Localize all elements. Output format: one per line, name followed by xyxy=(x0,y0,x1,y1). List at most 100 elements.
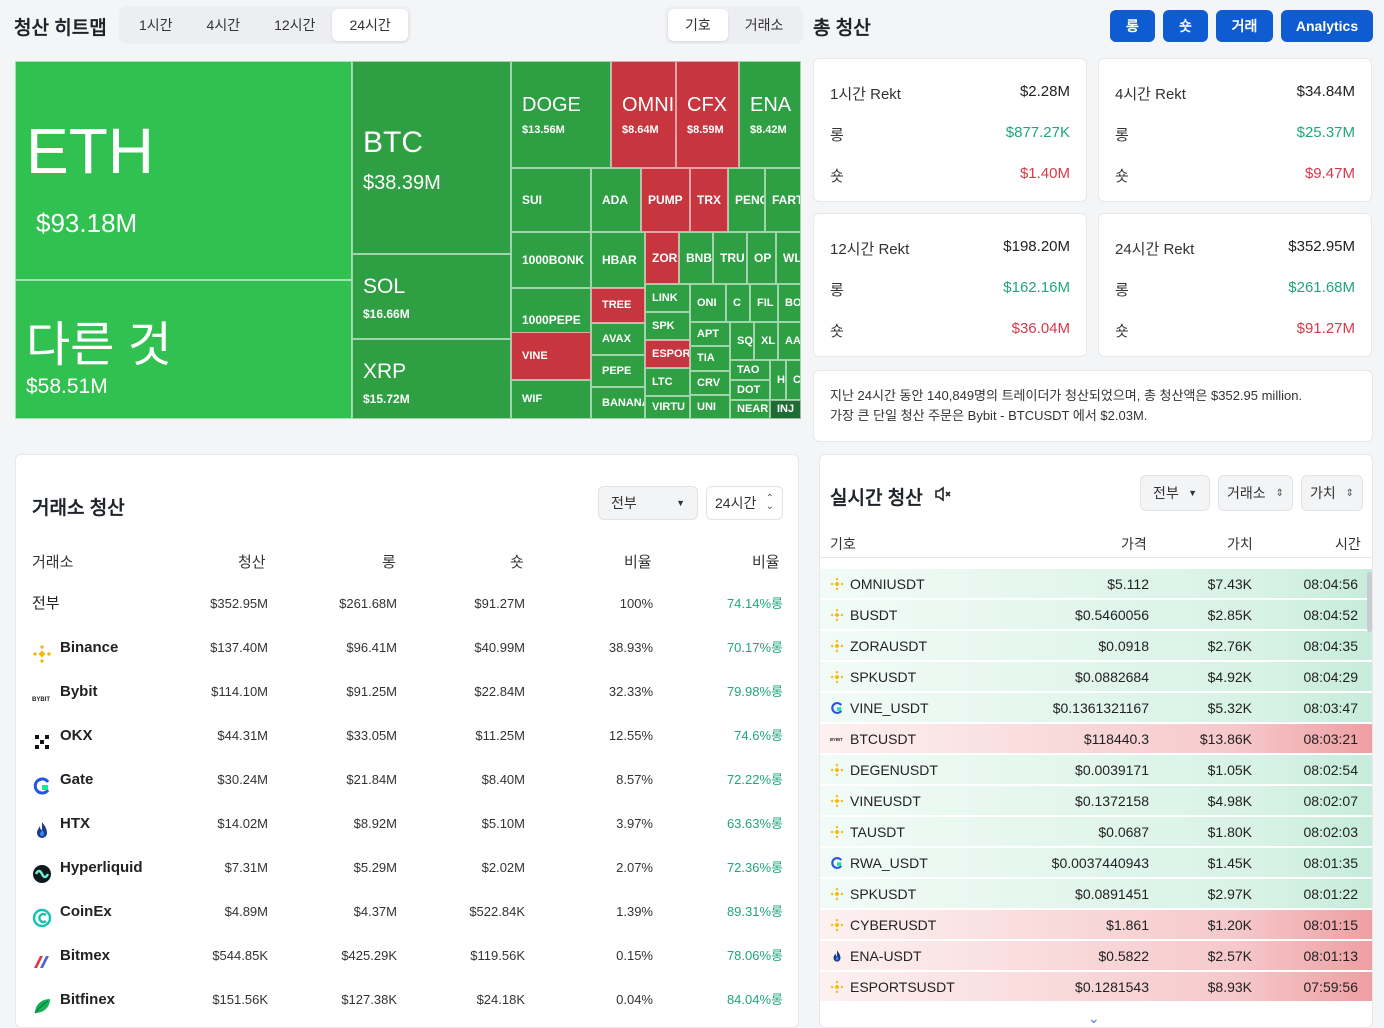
long-button[interactable]: 롱 xyxy=(1110,10,1155,42)
heatmap-tile-eth[interactable]: ETH $93.18M xyxy=(15,61,352,280)
tab-24h[interactable]: 24시간 xyxy=(332,9,408,41)
heatmap-tile-trx[interactable]: TRX xyxy=(690,168,728,232)
heatmap-tile-aa[interactable]: AA xyxy=(778,322,801,360)
realtime-row[interactable]: VINEUSDT $0.1372158 $4.98K 08:02:07 xyxy=(820,786,1372,816)
exchange-total-cell: $30.24M xyxy=(217,772,268,787)
heatmap-tile-pump[interactable]: PUMP xyxy=(641,168,690,232)
heatmap-tile-op[interactable]: OP xyxy=(747,232,776,284)
rekt-card-3: 24시간 Rekt $352.95M 롱 $261.68M 숏 $91.27M xyxy=(1098,213,1372,357)
tab-exchange[interactable]: 거래소 xyxy=(744,17,784,33)
heatmap-tile-cc[interactable]: C xyxy=(786,360,801,400)
rt-col-value: 가치 xyxy=(1227,536,1253,552)
heatmap-tile-btc[interactable]: BTC $38.39M xyxy=(352,61,511,254)
heatmap-tile-doge[interactable]: DOGE $13.56M xyxy=(511,61,611,168)
heatmap-tile-fart[interactable]: FART xyxy=(765,168,801,232)
mute-speaker-icon[interactable] xyxy=(934,485,954,503)
realtime-row[interactable]: ESPORTSUSDT $0.1281543 $8.93K 07:59:56 xyxy=(820,972,1372,1002)
heatmap-tile-inj[interactable]: INJ xyxy=(770,400,801,419)
heatmap-tile-tia[interactable]: TIA xyxy=(690,346,730,371)
heatmap-tile-xl[interactable]: XL xyxy=(754,322,778,360)
heatmap-tile-fil[interactable]: FIL xyxy=(750,284,778,322)
heatmap-tile-bnb[interactable]: BNB xyxy=(679,232,713,284)
exchange-row[interactable]: Hyperliquid $7.31M $5.29M $2.02M 2.07% 72.36%… xyxy=(16,846,798,890)
heatmap-tile-c[interactable]: C xyxy=(726,284,750,322)
exchange-row[interactable]: Bitfinex $151.56K $127.38K $24.18K 0.04% 84.0… xyxy=(16,978,798,1022)
realtime-row[interactable]: ZORAUSDT $0.0918 $2.76K 08:04:35 xyxy=(820,631,1372,661)
tab-symbol[interactable]: 기호 xyxy=(668,9,728,41)
exchange-long-cell: $4.37M xyxy=(353,904,397,919)
heatmap-tile-xrp[interactable]: XRP $15.72M xyxy=(352,339,511,419)
exchange-filter-select[interactable]: 전부 ▼ xyxy=(598,486,698,520)
heatmap-tile-banana[interactable]: BANANA xyxy=(591,387,645,419)
exchange-period-select[interactable]: 24시간 ⌃ ⌄ xyxy=(706,486,783,520)
heatmap-tile-ond[interactable]: ONI xyxy=(690,284,726,322)
heatmap-tile-avax[interactable]: AVAX xyxy=(591,323,645,355)
heatmap-tile-omni[interactable]: OMNI $8.64M xyxy=(611,61,676,168)
heatmap-tile-h[interactable]: H xyxy=(770,360,786,400)
heatmap-tile-tree[interactable]: TREE xyxy=(591,288,645,323)
tab-4h[interactable]: 4시간 xyxy=(206,17,241,33)
heatmap-tile-other[interactable]: 다른 것 $58.51M xyxy=(15,280,352,419)
heatmap-tile-dot[interactable]: DOT xyxy=(730,380,770,400)
tile-symbol: HBAR xyxy=(602,253,637,267)
heatmap-tile-wl[interactable]: WL xyxy=(776,232,801,284)
heatmap-tile-peng[interactable]: PENG xyxy=(728,168,765,232)
heatmap-tile-apt[interactable]: APT xyxy=(690,322,730,346)
exchange-row[interactable]: 전부 $352.95M $261.68M $91.27M 100% 74.14%롱 xyxy=(16,582,798,626)
exchange-row[interactable]: Binance $137.40M $96.41M $40.99M 38.93% 70.17… xyxy=(16,626,798,670)
heatmap-tile-near[interactable]: NEAR xyxy=(730,400,770,419)
exchange-row[interactable]: HTX $14.02M $8.92M $5.10M 3.97% 63.63%롱 xyxy=(16,802,798,846)
heatmap-tile-link[interactable]: LINK xyxy=(645,284,690,312)
realtime-row[interactable]: OMNIUSDT $5.112 $7.43K 08:04:56 xyxy=(820,569,1372,599)
realtime-filter-select[interactable]: 전부 ▼ xyxy=(1140,475,1210,511)
heatmap-tile-hbar[interactable]: HBAR xyxy=(591,232,645,288)
heatmap-tile-ena[interactable]: ENA $8.42M xyxy=(739,61,801,168)
sort-value-select[interactable]: 가치 ⇕ xyxy=(1301,475,1363,511)
heatmap-tile-wif[interactable]: WIF xyxy=(511,380,591,419)
realtime-row[interactable]: BUSDT $0.5460056 $2.85K 08:04:52 xyxy=(820,600,1372,630)
heatmap-tile-ada[interactable]: ADA xyxy=(591,168,641,232)
realtime-row[interactable]: SPKUSDT $0.0882684 $4.92K 08:04:29 xyxy=(820,662,1372,692)
realtime-row[interactable]: BYBIT BTCUSDT $118440.3 $13.86K 08:03:21 xyxy=(820,724,1372,754)
tab-1h[interactable]: 1시간 xyxy=(139,17,173,33)
heatmap-tile-spk[interactable]: SPK xyxy=(645,312,690,340)
heatmap-tile-zora[interactable]: ZORA xyxy=(645,232,679,284)
realtime-row[interactable]: TAUSDT $0.0687 $1.80K 08:02:03 xyxy=(820,817,1372,847)
sort-exchange-select[interactable]: 거래소 ⇕ xyxy=(1218,475,1293,511)
heatmap-tile-sol[interactable]: SOL $16.66M xyxy=(352,254,511,339)
tile-value: $13.56M xyxy=(522,124,565,136)
heatmap-tile-sui[interactable]: SUI xyxy=(511,168,591,232)
analytics-button[interactable]: Analytics xyxy=(1281,10,1373,42)
realtime-row[interactable]: VINE_USDT $0.1361321167 $5.32K 08:03:47 xyxy=(820,693,1372,723)
rekt-row: 1시간 Rekt $2.28M xyxy=(830,83,1070,104)
trade-button[interactable]: 거래 xyxy=(1216,10,1273,42)
heatmap-tile-uni[interactable]: UNI xyxy=(690,395,730,419)
heatmap-tile-virtual[interactable]: VIRTU xyxy=(645,396,690,419)
heatmap-tile-crv[interactable]: CRV xyxy=(690,371,730,395)
exchange-row[interactable]: BYBIT Bybit $114.10M $91.25M $22.84M 32.33% 79… xyxy=(16,670,798,714)
realtime-row[interactable]: DEGENUSDT $0.0039171 $1.05K 08:02:54 xyxy=(820,755,1372,785)
tile-symbol: ZORA xyxy=(652,251,678,265)
heatmap-tile-pepe[interactable]: PEPE xyxy=(591,355,645,387)
tab-12h[interactable]: 12시간 xyxy=(274,17,316,33)
heatmap-tile-bo[interactable]: BO xyxy=(778,284,801,322)
heatmap-tile-tru[interactable]: TRU xyxy=(713,232,747,284)
short-button[interactable]: 숏 xyxy=(1163,10,1208,42)
heatmap-tile-espor[interactable]: ESPOR xyxy=(645,340,690,368)
heatmap-tile-cfx[interactable]: CFX $8.59M xyxy=(676,61,739,168)
realtime-row[interactable]: ENA-USDT $0.5822 $2.57K 08:01:13 xyxy=(820,941,1372,971)
heatmap-tile-tao[interactable]: TAO xyxy=(730,360,770,380)
exchange-row[interactable]: OKX $44.31M $33.05M $11.25M 12.55% 74.6%롱 xyxy=(16,714,798,758)
realtime-row[interactable]: CYBERUSDT $1.861 $1.20K 08:01:15 xyxy=(820,910,1372,940)
realtime-row[interactable]: SPKUSDT $0.0891451 $2.97K 08:01:22 xyxy=(820,879,1372,909)
heatmap-tile-ltc[interactable]: LTC xyxy=(645,368,690,396)
exchange-row[interactable]: CoinEx $4.89M $4.37M $522.84K 1.39% 89.31%롱 xyxy=(16,890,798,934)
heatmap-tile-bonk[interactable]: 1000BONK xyxy=(511,232,591,288)
exchange-row[interactable]: Gate $30.24M $21.84M $8.40M 8.57% 72.22%롱 xyxy=(16,758,798,802)
heatmap-tile-sq[interactable]: SQ xyxy=(730,322,754,360)
scroll-down-chevron-icon[interactable]: ⌄ xyxy=(1088,1010,1100,1026)
heatmap-tile-vine[interactable]: VINE xyxy=(511,332,591,380)
rt-scrollbar[interactable] xyxy=(1367,572,1372,632)
realtime-row[interactable]: RWA_USDT $0.0037440943 $1.45K 08:01:35 xyxy=(820,848,1372,878)
exchange-row[interactable]: Bitmex $544.85K $425.29K $119.56K 0.15% 78.06… xyxy=(16,934,798,978)
